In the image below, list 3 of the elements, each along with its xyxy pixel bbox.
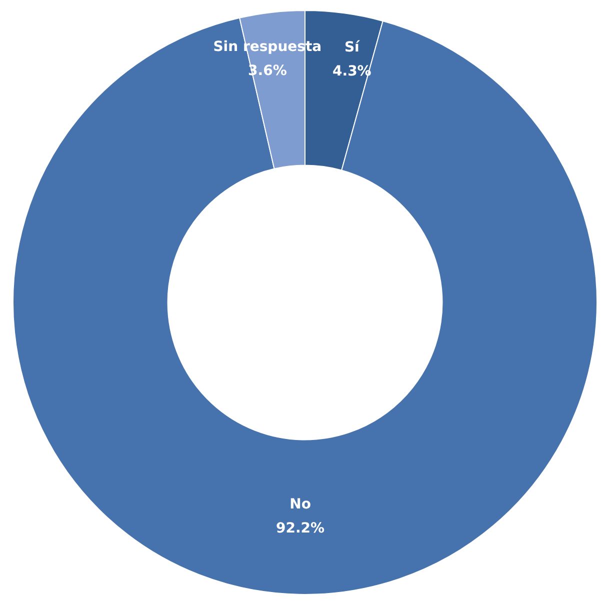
slice-label: Sí bbox=[344, 40, 361, 56]
data-label: 92.2% bbox=[276, 520, 325, 537]
slice-label: No bbox=[290, 496, 312, 513]
